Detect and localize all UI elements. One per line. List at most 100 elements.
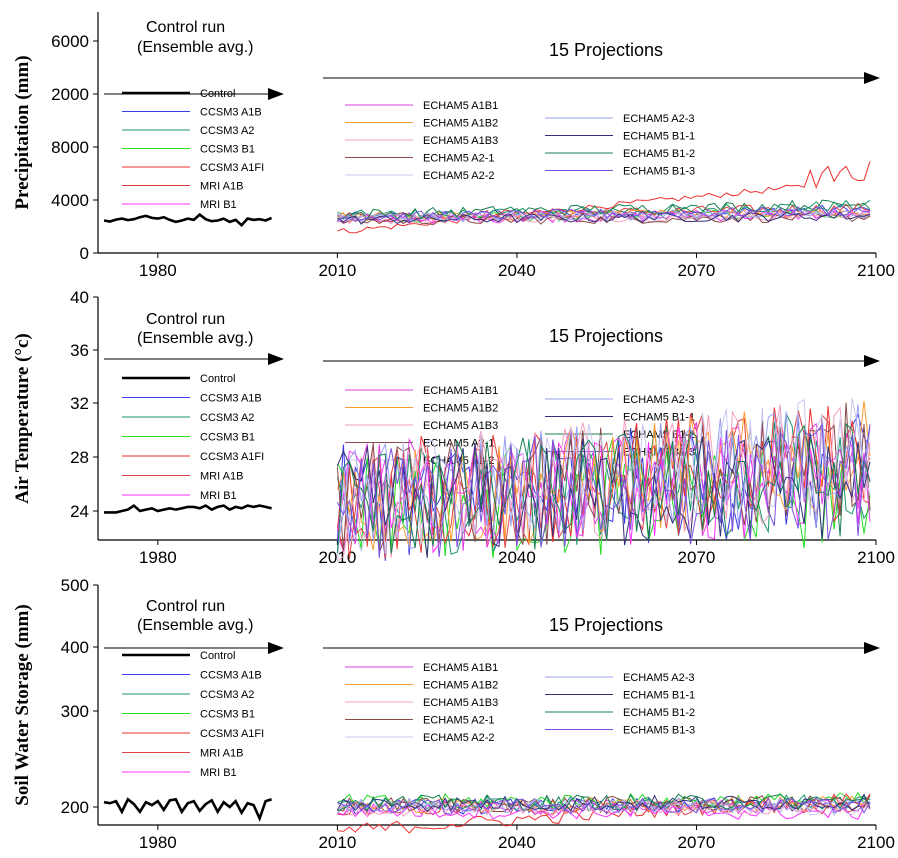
x-tick-label: 2070	[678, 261, 716, 280]
y-axis-title: Precipitation (mm)	[12, 55, 33, 209]
legend-label: ECHAM5 B1-2	[623, 707, 695, 719]
precipitation-panel: 0 4000 8000 2000 6000 1980 2010 2040 2070 2100 Pre…	[12, 12, 895, 280]
x-tick-label: 2100	[857, 833, 895, 852]
legend-label: ECHAM5 A1B2	[423, 680, 498, 692]
y-tick-label: 4000	[51, 191, 89, 210]
legend-label: Control	[200, 373, 235, 385]
legend-label: ECHAM5 A2-1	[423, 438, 495, 450]
ensemble-avg-annotation: (Ensemble avg.)	[137, 617, 254, 634]
legend-label: ECHAM5 A2-2	[423, 170, 495, 182]
projection-line-ccsm3-a1fi	[337, 161, 871, 234]
projection-line-echam5-b1-1	[337, 211, 871, 225]
legend-label: CCSM3 A1B	[200, 670, 262, 682]
projection-line-echam5-a2-3	[336, 404, 871, 551]
legend-label: CCSM3 B1	[200, 432, 255, 444]
x-tick-label: 2040	[498, 833, 536, 852]
legend-label: MRI A1B	[200, 748, 243, 760]
control-series-line	[103, 797, 272, 823]
projection-line-echam5-a2-2	[336, 398, 871, 563]
soil-water-storage-panel: 200 300 400 500 1980 2010 2040 2070 2100 Soil Wat…	[12, 576, 895, 852]
legend-label: ECHAM5 A2-3	[623, 672, 695, 684]
y-axis-title: Soil Water Storage (mm)	[12, 604, 33, 805]
legend-label: CCSM3 A1FI	[200, 162, 264, 174]
x-tick-label: 2010	[318, 261, 356, 280]
projection-line-echam5-a2-2	[337, 798, 871, 817]
projection-line-echam5-b1-3	[336, 423, 871, 558]
legend-label: CCSM3 A2	[200, 689, 254, 701]
legend-label: ECHAM5 A1B3	[423, 420, 498, 432]
legend-label: ECHAM5 A1B3	[423, 135, 498, 147]
y-tick-label: 400	[61, 638, 89, 657]
control-run-annotation: Control run	[146, 19, 225, 36]
projections-arrowhead	[864, 72, 880, 84]
x-tick-label: 2040	[498, 548, 536, 567]
legend-label: CCSM3 B1	[200, 144, 255, 156]
legend-label: ECHAM5 B1-1	[623, 131, 695, 143]
legend-label: ECHAM5 A2-3	[623, 113, 695, 125]
projections-arrowhead	[864, 642, 880, 654]
legend-label: CCSM3 A1FI	[200, 728, 264, 740]
legend-label: CCSM3 A1B	[200, 107, 262, 119]
x-tick-label: 1980	[139, 548, 177, 567]
y-tick-label: 2000	[51, 85, 89, 104]
projection-line-echam5-b1-3	[337, 206, 871, 222]
x-tick-label: 2100	[857, 548, 895, 567]
y-tick-label: 40	[70, 288, 89, 307]
legend-label: ECHAM5 A2-2	[423, 732, 495, 744]
legend-label: ECHAM5 B1-2	[623, 148, 695, 160]
legend-label: ECHAM5 A1B2	[423, 403, 498, 415]
legend-label: ECHAM5 A1B1	[423, 662, 498, 674]
legend-label: MRI A1B	[200, 181, 243, 193]
x-tick-label: 2070	[678, 833, 716, 852]
y-tick-label: 32	[70, 394, 89, 413]
legend-label: CCSM3 B1	[200, 709, 255, 721]
x-tick-label: 2010	[318, 833, 356, 852]
y-tick-label: 500	[61, 576, 89, 595]
projections-arrowhead	[864, 355, 880, 367]
legend-label: ECHAM5 B1-1	[623, 412, 695, 424]
legend-label: ECHAM5 A2-3	[623, 394, 695, 406]
y-axis-title: Air Temperature (°c)	[12, 333, 33, 503]
x-tick-label: 1980	[139, 261, 177, 280]
legend-label: ECHAM5 B1-3	[623, 166, 695, 178]
legend-label: Control	[200, 650, 235, 662]
y-tick-label: 8000	[51, 138, 89, 157]
projections-annotation: 15 Projections	[549, 40, 663, 60]
legend-label: ECHAM5 A1B1	[423, 100, 498, 112]
y-tick-label: 0	[80, 244, 89, 263]
legend-label: MRI B1	[200, 199, 237, 211]
x-tick-label: 2070	[678, 548, 716, 567]
control-arrowhead	[268, 88, 284, 100]
legend-label: CCSM3 A1FI	[200, 451, 264, 463]
control-series-line	[104, 503, 272, 514]
legend-label: ECHAM5 A1B2	[423, 118, 498, 130]
legend-label: ECHAM5 A2-1	[423, 153, 495, 165]
legend-label: CCSM3 A2	[200, 412, 254, 424]
control-arrowhead	[268, 642, 284, 654]
control-run-annotation: Control run	[146, 598, 225, 615]
legend-label: ECHAM5 A1B3	[423, 697, 498, 709]
legend-label: CCSM3 A2	[200, 125, 254, 137]
projection-line-mri-b1	[337, 803, 871, 820]
projection-line-echam5-b1-3	[337, 796, 871, 815]
legend-label: MRI B1	[200, 767, 237, 779]
projection-line-echam5-a2-1	[336, 402, 871, 553]
projections-annotation: 15 Projections	[549, 615, 663, 635]
legend-label: ECHAM5 A2-1	[423, 715, 495, 727]
projection-line-echam5-a2-1	[337, 795, 871, 813]
x-tick-label: 1980	[139, 833, 177, 852]
y-tick-label: 24	[70, 502, 89, 521]
control-run-annotation: Control run	[146, 311, 225, 328]
legend-label: Control	[200, 88, 235, 100]
y-tick-label: 300	[61, 702, 89, 721]
projections-annotation: 15 Projections	[549, 326, 663, 346]
legend-label: CCSM3 A1B	[200, 393, 262, 405]
ensemble-avg-annotation: (Ensemble avg.)	[137, 330, 254, 347]
ensemble-avg-annotation: (Ensemble avg.)	[137, 39, 254, 56]
legend-label: ECHAM5 B1-1	[623, 690, 695, 702]
control-series-line	[103, 212, 273, 228]
control-arrowhead	[268, 353, 284, 365]
legend-label: ECHAM5 A1B1	[423, 385, 498, 397]
projection-line-echam5-b1-1	[336, 433, 871, 558]
